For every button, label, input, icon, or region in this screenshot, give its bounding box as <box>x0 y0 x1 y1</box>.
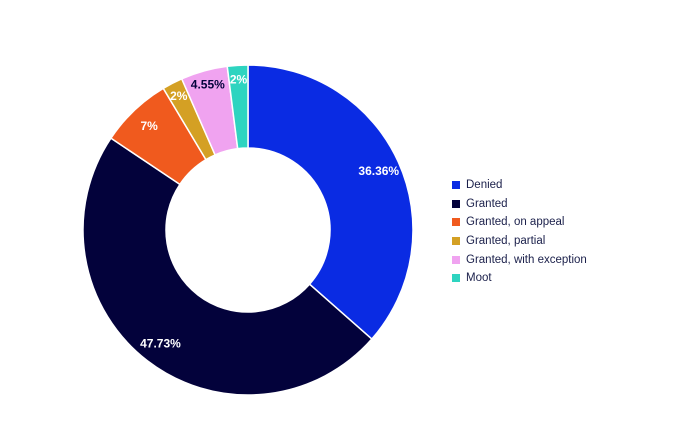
data-label-moot: 2% <box>230 72 248 86</box>
legend-label: Granted, partial <box>466 235 546 248</box>
data-label-granted-with-exception: 4.55% <box>191 77 225 91</box>
legend-item-granted-with-exception: Granted, with exception <box>452 250 587 269</box>
legend-swatch <box>452 255 460 264</box>
legend-label: Granted, on appeal <box>466 216 565 229</box>
legend-item-moot: Moot <box>452 269 587 288</box>
legend-item-granted-on-appeal: Granted, on appeal <box>452 213 587 232</box>
data-label-granted-on-appeal: 7% <box>140 119 158 133</box>
legend-swatch <box>452 199 460 208</box>
legend-item-denied: Denied <box>452 176 587 195</box>
legend-label: Moot <box>466 272 492 285</box>
slice-denied <box>247 64 414 341</box>
legend-swatch <box>452 237 460 246</box>
slice-granted <box>82 137 373 396</box>
legend-label: Granted <box>466 197 508 210</box>
legend-swatch <box>452 274 460 283</box>
legend-swatch <box>452 218 460 227</box>
legend-label: Granted, with exception <box>466 253 587 266</box>
data-label-granted-partial: 2% <box>170 89 188 103</box>
data-label-denied: 36.36% <box>358 164 399 178</box>
legend-item-granted-partial: Granted, partial <box>452 232 587 251</box>
chart-legend: Denied Granted Granted, on appeal Granted, … <box>452 176 587 288</box>
data-label-granted: 47.73% <box>140 337 181 351</box>
legend-label: Denied <box>466 179 503 192</box>
legend-item-granted: Granted <box>452 195 587 214</box>
legend-swatch <box>452 181 460 190</box>
slice-moot <box>226 64 249 150</box>
